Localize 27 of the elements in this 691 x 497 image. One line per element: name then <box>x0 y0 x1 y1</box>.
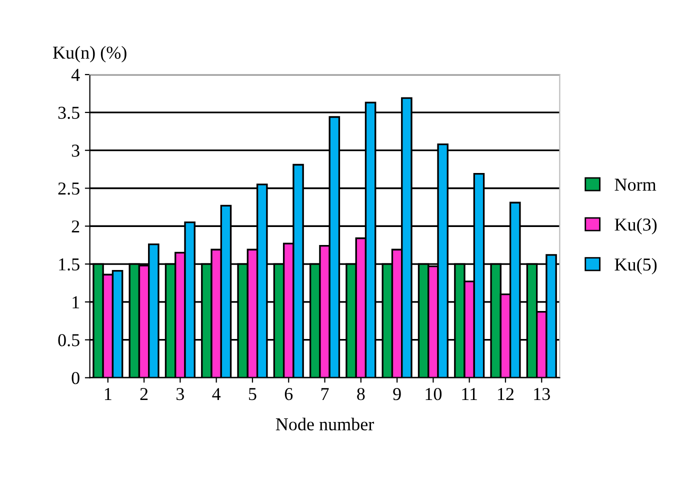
y-tick-label: 2 <box>72 220 80 232</box>
y-tick-label: 3 <box>72 144 80 157</box>
x-tick-label: 13 <box>534 388 550 400</box>
y-tick-label: 0 <box>72 372 80 384</box>
x-tick-label: 2 <box>140 388 148 400</box>
x-tick-label: 12 <box>498 388 514 400</box>
y-tick-label: 1 <box>72 296 80 308</box>
legend-label: Norm <box>614 178 656 191</box>
x-tick-label: 4 <box>212 388 221 400</box>
y-axis-title: Ku(n) (%) <box>53 46 126 62</box>
y-tick-label: 3.5 <box>58 106 80 119</box>
y-tick-label: 4 <box>71 68 80 81</box>
y-tick-label: 1.5 <box>59 258 80 271</box>
x-tick-label: 10 <box>426 388 442 400</box>
x-axis-title: Node number <box>276 418 374 430</box>
x-tick-label: 1 <box>104 388 112 400</box>
x-tick-label: 6 <box>284 388 293 400</box>
x-tick-label: 3 <box>176 388 184 400</box>
legend-label: Ku(5) <box>614 258 657 274</box>
x-tick-label: 9 <box>393 388 401 400</box>
y-tick-label: 0.5 <box>58 334 80 346</box>
x-tick-label: 8 <box>357 388 365 400</box>
legend-label: Ku(3) <box>614 218 657 234</box>
x-tick-label: 11 <box>462 388 477 400</box>
y-tick-label: 2.5 <box>58 182 80 195</box>
x-tick-label: 5 <box>249 388 256 400</box>
x-tick-label: 7 <box>321 388 329 400</box>
